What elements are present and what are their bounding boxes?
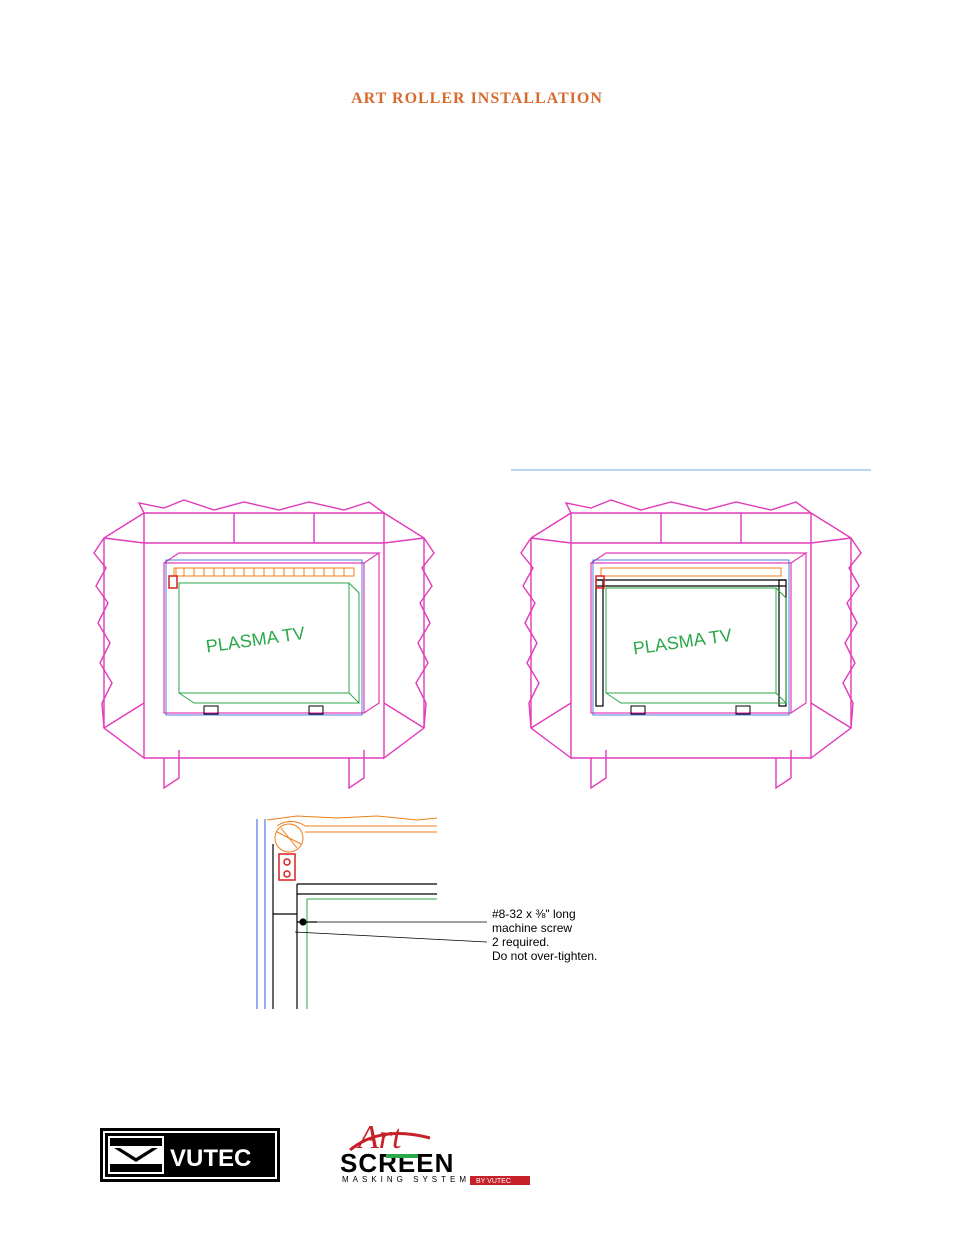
figure-3: PLASMA TV: [70, 468, 457, 804]
footer-logos: VUTEC Art SCREEN MASKING SYSTEMS BY VUTE…: [0, 1120, 954, 1195]
vutec-logo: VUTEC: [100, 1128, 280, 1187]
artscreen-logo: Art SCREEN MASKING SYSTEMS BY VUTEC: [340, 1120, 560, 1195]
artscreen-by: BY VUTEC: [476, 1178, 511, 1185]
fig3-tv-label: PLASMA TV: [204, 623, 306, 657]
callout-line1: #8-32 x ⅜" long: [492, 907, 576, 921]
artscreen-sub: MASKING SYSTEMS: [342, 1175, 479, 1184]
fig4-tv-label: PLASMA TV: [631, 625, 733, 659]
fig3-drawing: PLASMA TV: [84, 468, 444, 798]
artscreen-main: SCREEN: [340, 1148, 454, 1178]
figure-5: #8-32 x ⅜" long machine screw 2 required…: [70, 814, 884, 1020]
vutec-text: VUTEC: [170, 1145, 251, 1172]
page-title: ART ROLLER INSTALLATION: [70, 90, 884, 108]
callout-line2: machine screw: [492, 921, 572, 935]
figures-row: PLASMA TV: [70, 468, 884, 804]
fig5-drawing: #8-32 x ⅜" long machine screw 2 required…: [237, 814, 717, 1014]
fig4-drawing: PLASMA TV: [511, 468, 871, 798]
figure-4: PLASMA TV: [497, 468, 884, 804]
callout-line4: Do not over-tighten.: [492, 949, 597, 963]
callout-line3: 2 required.: [492, 935, 549, 949]
